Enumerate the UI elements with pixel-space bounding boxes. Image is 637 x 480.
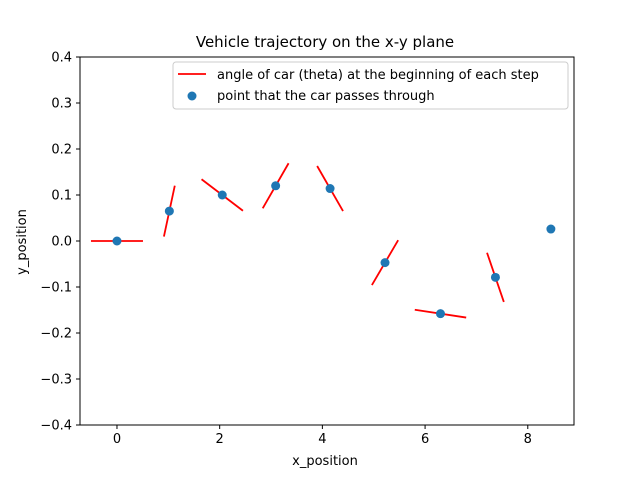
y-tick-label: 0.2	[51, 143, 72, 158]
legend-label-points: point that the car passes through	[217, 89, 435, 104]
y-axis: −0.4 −0.3 −0.2 −0.1 0.0 0.1 0.2 0.3 0.4	[40, 51, 80, 434]
chart-title: Vehicle trajectory on the x-y plane	[196, 33, 454, 51]
legend-label-theta: angle of car (theta) at the beginning of…	[217, 68, 539, 83]
y-tick-label: −0.4	[40, 419, 72, 434]
legend: angle of car (theta) at the beginning of…	[172, 61, 569, 110]
trajectory-point	[164, 206, 174, 216]
x-tick-label: 0	[113, 432, 121, 447]
y-tick-label: −0.1	[40, 281, 72, 296]
trajectory-point	[490, 272, 500, 282]
plot-area	[90, 162, 556, 319]
legend-box	[172, 61, 569, 110]
x-tick-label: 8	[524, 432, 532, 447]
y-axis-label: y_position	[15, 209, 30, 275]
trajectory-point	[546, 224, 556, 234]
y-tick-label: 0.3	[51, 97, 72, 112]
trajectory-point	[271, 181, 281, 191]
y-tick-label: −0.3	[40, 373, 72, 388]
x-tick-label: 2	[216, 432, 224, 447]
x-axis: 0 2 4 6 8	[113, 425, 532, 447]
x-tick-label: 4	[318, 432, 326, 447]
trajectory-point	[325, 184, 335, 194]
y-tick-label: −0.2	[40, 327, 72, 342]
trajectory-point	[112, 236, 122, 246]
y-tick-label: 0.0	[51, 235, 72, 250]
x-axis-label: x_position	[292, 454, 358, 469]
trajectory-point	[380, 258, 390, 268]
legend-marker-swatch	[187, 91, 197, 101]
y-tick-label: 0.1	[51, 189, 72, 204]
y-tick-label: 0.4	[51, 51, 72, 66]
trajectory-point	[217, 190, 227, 200]
trajectory-point	[435, 309, 445, 319]
x-tick-label: 6	[421, 432, 429, 447]
